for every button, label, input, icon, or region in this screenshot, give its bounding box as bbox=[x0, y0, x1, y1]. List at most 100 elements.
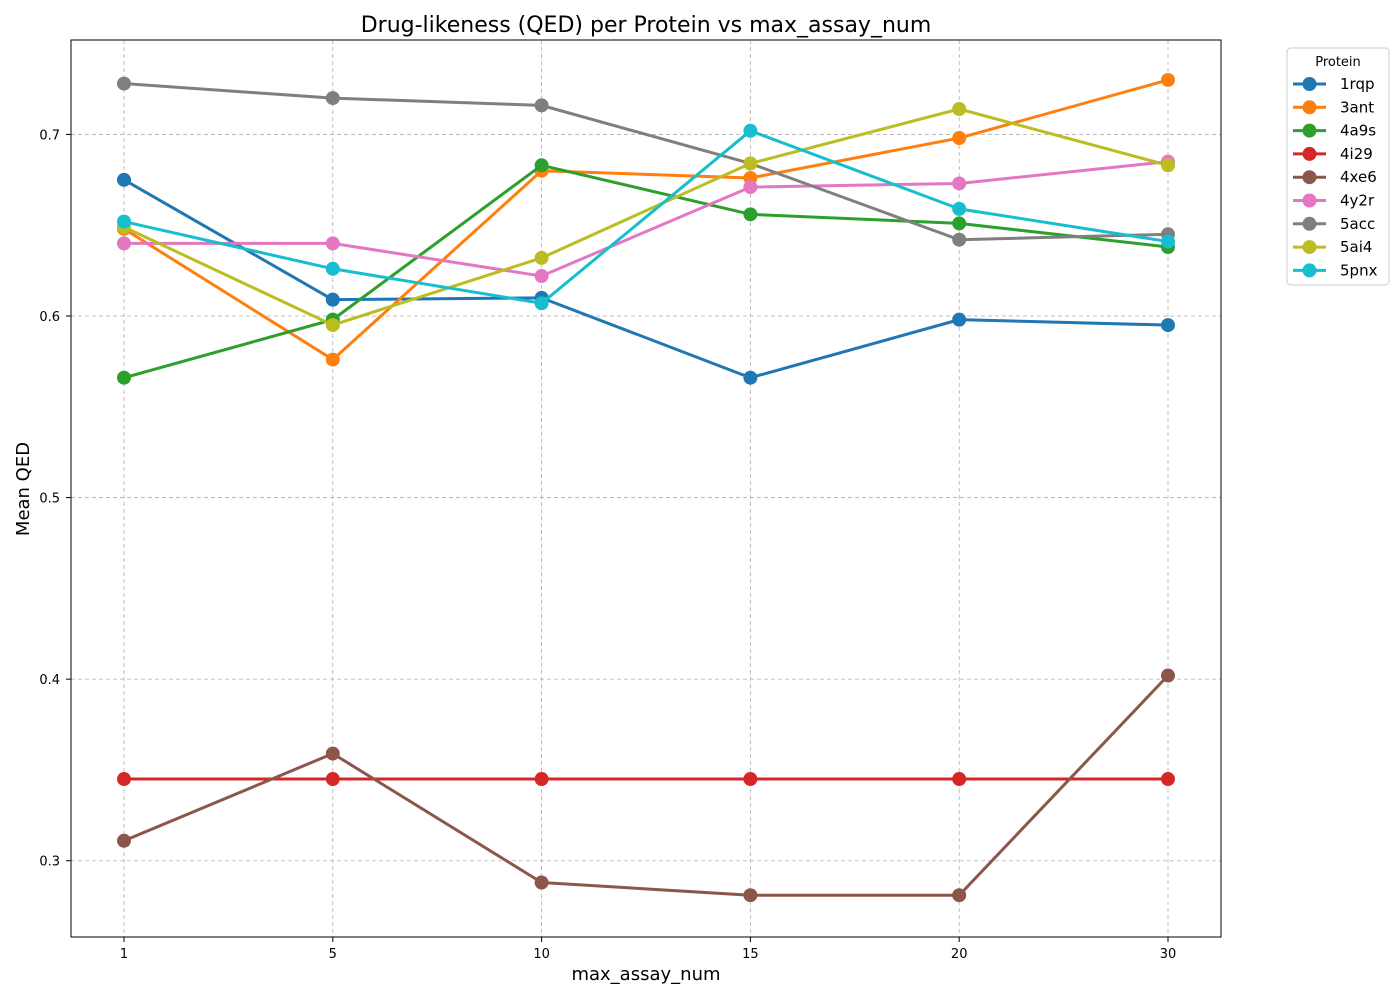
legend-label: 5acc bbox=[1340, 215, 1375, 233]
legend-item-4a9s: 4a9s bbox=[1293, 122, 1376, 140]
x-tick-label: 15 bbox=[742, 947, 759, 962]
data-point-4a9s bbox=[743, 207, 758, 222]
data-point-4i29 bbox=[534, 772, 549, 787]
x-tick-label: 10 bbox=[533, 947, 550, 962]
legend-label: 4xe6 bbox=[1340, 168, 1377, 186]
series-line-1rqp bbox=[122, 178, 1170, 380]
series-4i29 bbox=[117, 772, 1175, 787]
data-point-1rqp bbox=[1161, 318, 1175, 333]
data-point-4i29 bbox=[952, 772, 967, 787]
data-point-4xe6 bbox=[325, 746, 340, 761]
series-line-5ai4 bbox=[122, 107, 1170, 327]
data-point-3ant bbox=[325, 352, 340, 367]
data-point-5pnx bbox=[743, 123, 758, 138]
x-tick-label: 20 bbox=[951, 947, 968, 962]
series-line-5pnx bbox=[122, 129, 1170, 305]
chart-title: Drug-likeness (QED) per Protein vs max_a… bbox=[361, 13, 932, 38]
data-point-5ai4 bbox=[1161, 158, 1175, 173]
data-point-4i29 bbox=[1161, 772, 1175, 787]
data-point-5pnx bbox=[117, 214, 131, 229]
series-line-5acc bbox=[122, 82, 1170, 242]
legend-item-4y2r: 4y2r bbox=[1293, 192, 1375, 210]
data-point-5pnx bbox=[325, 261, 340, 276]
data-point-4a9s bbox=[117, 370, 131, 385]
series-4xe6 bbox=[117, 668, 1175, 903]
plot-frame bbox=[70, 39, 1222, 938]
data-point-5pnx bbox=[1161, 234, 1175, 249]
y-tick-label: 0.4 bbox=[39, 673, 60, 688]
data-point-5ai4 bbox=[325, 318, 340, 333]
x-tick-label: 5 bbox=[329, 947, 337, 962]
data-point-1rqp bbox=[952, 312, 967, 327]
data-point-4y2r bbox=[325, 236, 340, 251]
data-point-5pnx bbox=[534, 296, 549, 311]
data-point-1rqp bbox=[743, 370, 758, 385]
data-point-5acc bbox=[117, 76, 131, 91]
data-point-4i29 bbox=[743, 772, 758, 787]
series-layer bbox=[117, 72, 1175, 903]
legend-label: 5ai4 bbox=[1340, 238, 1372, 256]
x-tick-label: 1 bbox=[120, 947, 128, 962]
y-tick-label: 0.6 bbox=[39, 310, 60, 325]
legend-label: 4y2r bbox=[1340, 192, 1375, 210]
data-point-4i29 bbox=[325, 772, 340, 787]
data-point-5acc bbox=[325, 91, 340, 106]
legend-label: 3ant bbox=[1340, 98, 1374, 116]
series-5acc bbox=[117, 76, 1175, 247]
data-point-1rqp bbox=[117, 172, 131, 187]
data-point-4xe6 bbox=[117, 833, 131, 848]
legend: Protein 1rqp 3ant 4a9s 4i29 4xe6 4y2r 5acc 5ai4… bbox=[1286, 47, 1390, 286]
legend-label: 4i29 bbox=[1340, 145, 1373, 163]
data-point-5acc bbox=[952, 232, 967, 247]
series-line-4xe6 bbox=[122, 674, 1170, 897]
y-axis-ticks: 0.3 0.4 0.5 0.6 0.7 bbox=[39, 128, 71, 870]
data-point-4xe6 bbox=[1161, 668, 1175, 683]
x-axis-ticks: 1 5 10 15 20 30 bbox=[120, 937, 1176, 962]
x-axis-title: max_assay_num bbox=[571, 964, 720, 985]
data-point-4xe6 bbox=[952, 888, 967, 903]
data-point-4a9s bbox=[534, 158, 549, 173]
data-point-5ai4 bbox=[952, 102, 967, 116]
legend-item-5pnx: 5pnx bbox=[1293, 261, 1378, 279]
data-point-4xe6 bbox=[743, 888, 758, 903]
data-point-5pnx bbox=[952, 201, 967, 216]
data-point-3ant bbox=[1161, 72, 1175, 87]
legend-swatch-marker bbox=[1302, 240, 1317, 255]
legend-swatch-marker bbox=[1302, 216, 1317, 231]
data-point-4y2r bbox=[117, 236, 131, 251]
series-4a9s bbox=[117, 158, 1175, 385]
data-point-4y2r bbox=[534, 269, 549, 284]
data-point-5ai4 bbox=[743, 156, 758, 171]
legend-item-4xe6: 4xe6 bbox=[1293, 168, 1377, 186]
data-point-3ant bbox=[952, 131, 967, 146]
legend-title: Protein bbox=[1315, 55, 1361, 70]
data-point-1rqp bbox=[325, 292, 340, 307]
legend-item-5acc: 5acc bbox=[1293, 215, 1375, 233]
legend-swatch-marker bbox=[1302, 193, 1317, 208]
data-point-4xe6 bbox=[534, 875, 549, 890]
series-5pnx bbox=[117, 123, 1175, 311]
y-axis-title: Mean QED bbox=[13, 442, 34, 536]
legend-items: 1rqp 3ant 4a9s 4i29 4xe6 4y2r 5acc 5ai4 5pnx bbox=[1293, 75, 1378, 279]
legend-swatch-marker bbox=[1302, 263, 1317, 278]
data-point-4a9s bbox=[952, 216, 967, 231]
legend-swatch-marker bbox=[1302, 123, 1317, 138]
legend-swatch-marker bbox=[1302, 77, 1317, 91]
series-5ai4 bbox=[117, 102, 1175, 333]
legend-swatch-marker bbox=[1302, 100, 1317, 115]
y-tick-label: 0.7 bbox=[39, 128, 60, 143]
legend-label: 5pnx bbox=[1340, 261, 1378, 279]
data-point-4y2r bbox=[743, 180, 758, 195]
data-point-4y2r bbox=[952, 176, 967, 191]
legend-item-3ant: 3ant bbox=[1293, 98, 1374, 116]
series-line-4a9s bbox=[122, 163, 1170, 380]
legend-item-1rqp: 1rqp bbox=[1293, 75, 1375, 93]
legend-item-4i29: 4i29 bbox=[1293, 145, 1373, 163]
data-point-5ai4 bbox=[534, 250, 549, 265]
legend-item-5ai4: 5ai4 bbox=[1293, 238, 1372, 256]
data-point-5acc bbox=[534, 98, 549, 113]
y-tick-label: 0.5 bbox=[39, 492, 60, 507]
legend-swatch-marker bbox=[1302, 146, 1317, 161]
series-line-3ant bbox=[122, 78, 1170, 362]
